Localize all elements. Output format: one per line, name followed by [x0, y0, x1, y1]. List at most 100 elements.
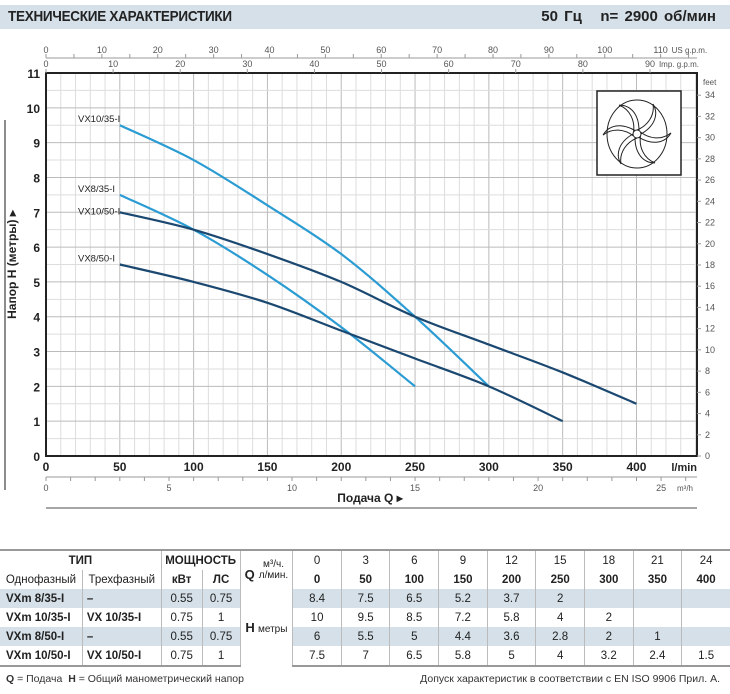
q-unit-lmin: л/мин. [258, 569, 289, 581]
three-phase-model: – [81, 627, 162, 646]
head-value: 7.2 [438, 608, 488, 627]
table-row: VXm 10/50-I VX 10/50-I 0.75 1 7.5 7 6.5 5.8 5 4 3.… [0, 646, 730, 667]
curve-label: VX8/50-I [78, 254, 115, 265]
x-tick-label: 400 [626, 460, 646, 474]
us-gpm-tick-label: 50 [320, 45, 330, 55]
page-title: ТЕХНИЧЕСКИЕ ХАРАКТЕРИСТИКИ [8, 8, 232, 25]
q-symbol: Q [244, 566, 255, 582]
head-value [681, 608, 730, 627]
curve-label: VX8/35-I [78, 184, 115, 195]
q-meaning: = Подача [14, 673, 63, 685]
impeller-vane [617, 133, 638, 165]
single-phase-model: VXm 10/50-I [0, 646, 83, 667]
imp-gpm-tick-label: 60 [444, 59, 454, 69]
head-value: 8.4 [292, 589, 342, 608]
curve-vx10-50-i [119, 211, 637, 405]
table-row: VXm 10/35-I VX 10/35-I 0.75 1 10 9.5 8.5 7.2 5.8… [0, 608, 730, 627]
imp-gpm-tick-label: 90 [645, 59, 655, 69]
head-value: 1 [632, 627, 682, 646]
power-kw: 0.55 [160, 627, 203, 646]
y-tick-label: 1 [33, 415, 40, 429]
feet-tick-label: 0 [705, 451, 710, 461]
head-value: 3.2 [583, 646, 634, 667]
three-phase-model: – [81, 589, 162, 608]
x-tick-label: 0 [43, 460, 50, 474]
impeller-vane [602, 125, 636, 137]
head-value: 5.8 [438, 646, 488, 667]
q-symbol: Q [6, 673, 15, 685]
us-gpm-tick-label: 30 [209, 45, 219, 55]
imp-gpm-tick-label: 40 [309, 59, 319, 69]
h-meaning: = Общий манометрический напор [75, 673, 244, 685]
table-row: VXm 8/35-I –0.55 0.75 H метры 8.4 7.5 6.5 5.2 3.… [0, 589, 730, 666]
power-hp: 0.75 [201, 589, 241, 608]
head-value [681, 589, 730, 608]
table-row: VXm 8/50-I –0.55 0.75 6 5.5 5 4.4 3.6 2.8 2 1 [0, 627, 730, 646]
x-tick-label: 50 [113, 460, 127, 474]
imp-gpm-tick-label: 10 [108, 59, 118, 69]
y-tick-label: 6 [33, 241, 40, 255]
us-gpm-tick-label: 10 [97, 45, 107, 55]
q-unit-m3h: м³/ч. [263, 558, 284, 570]
feet-tick-label: 26 [705, 175, 715, 185]
head-value: 2.4 [632, 646, 682, 667]
imp-gpm-tick-label: 30 [242, 59, 252, 69]
single-phase-model: VXm 10/35-I [6, 611, 71, 624]
legend-footnote: Q = Подача H = Общий манометрический нап… [6, 673, 244, 685]
us-gpm-tick-label: 20 [153, 45, 163, 55]
imp-gpm-tick-label: 20 [175, 59, 185, 69]
y-tick-label: 10 [27, 102, 41, 116]
m3h-tick-label: 10 [287, 483, 297, 493]
us-gpm-tick-label: 100 [597, 45, 612, 55]
x-tick-label: 100 [184, 460, 204, 474]
impeller-vane [638, 131, 672, 143]
head-value: 4 [535, 608, 585, 627]
power-header: МОЩНОСТЬ [160, 549, 241, 570]
curve-vx10-35-i [119, 124, 490, 388]
head-value: 7.5 [292, 646, 342, 667]
feet-tick-label: 22 [705, 218, 715, 228]
header-bar: ТЕХНИЧЕСКИЕ ХАРАКТЕРИСТИКИ 50 Гц n= 2900… [0, 5, 730, 29]
hp-header: ЛС [201, 570, 241, 589]
h-symbol: H [68, 673, 76, 685]
head-value [681, 627, 730, 646]
y-tick-label: 8 [33, 171, 40, 185]
single-phase-model: VXm 8/50-I [0, 627, 83, 646]
y-tick-label: 9 [33, 137, 40, 151]
impeller-vane [636, 103, 657, 135]
feet-tick-label: 18 [705, 260, 715, 270]
lmin-value: 250 [535, 570, 585, 589]
three-phase-header: Трехфазный [81, 570, 162, 589]
head-value: 7 [340, 646, 390, 667]
head-value: 5.5 [340, 627, 390, 646]
m3h-value: 21 [632, 549, 682, 570]
impeller-hub [632, 129, 642, 139]
us-gpm-tick-label: 60 [376, 45, 386, 55]
type-header: ТИП [0, 549, 162, 570]
head-value: 4.4 [438, 627, 488, 646]
y-tick-label: 5 [33, 276, 40, 290]
head-value: 5.8 [486, 608, 536, 627]
feet-unit-label: feet [703, 78, 717, 87]
single-phase-model: VXm 8/35-I [0, 589, 83, 608]
lmin-value: 50 [340, 570, 390, 589]
x-tick-label: 350 [553, 460, 573, 474]
feet-tick-label: 6 [705, 387, 710, 397]
head-value: 1.5 [681, 646, 730, 667]
speed-spec: 50 Гц n= 2900 об/мин [541, 8, 716, 25]
h-unit: метры [258, 624, 288, 635]
m3h-value: 12 [486, 549, 536, 570]
lmin-value: 400 [681, 570, 730, 589]
head-value: 10 [292, 608, 342, 627]
head-value: 7.5 [340, 589, 390, 608]
lmin-value: 0 [292, 570, 342, 589]
impeller-rim [606, 99, 668, 169]
head-value: 4 [535, 646, 585, 667]
three-phase-model: VX 10/35-I [81, 608, 162, 627]
imp-gpm-unit-label: Imp. g.p.m. [659, 60, 699, 69]
head-value: 6 [292, 627, 342, 646]
lmin-value: 200 [486, 570, 536, 589]
lmin-value: 100 [389, 570, 439, 589]
head-value: 3.6 [486, 627, 536, 646]
